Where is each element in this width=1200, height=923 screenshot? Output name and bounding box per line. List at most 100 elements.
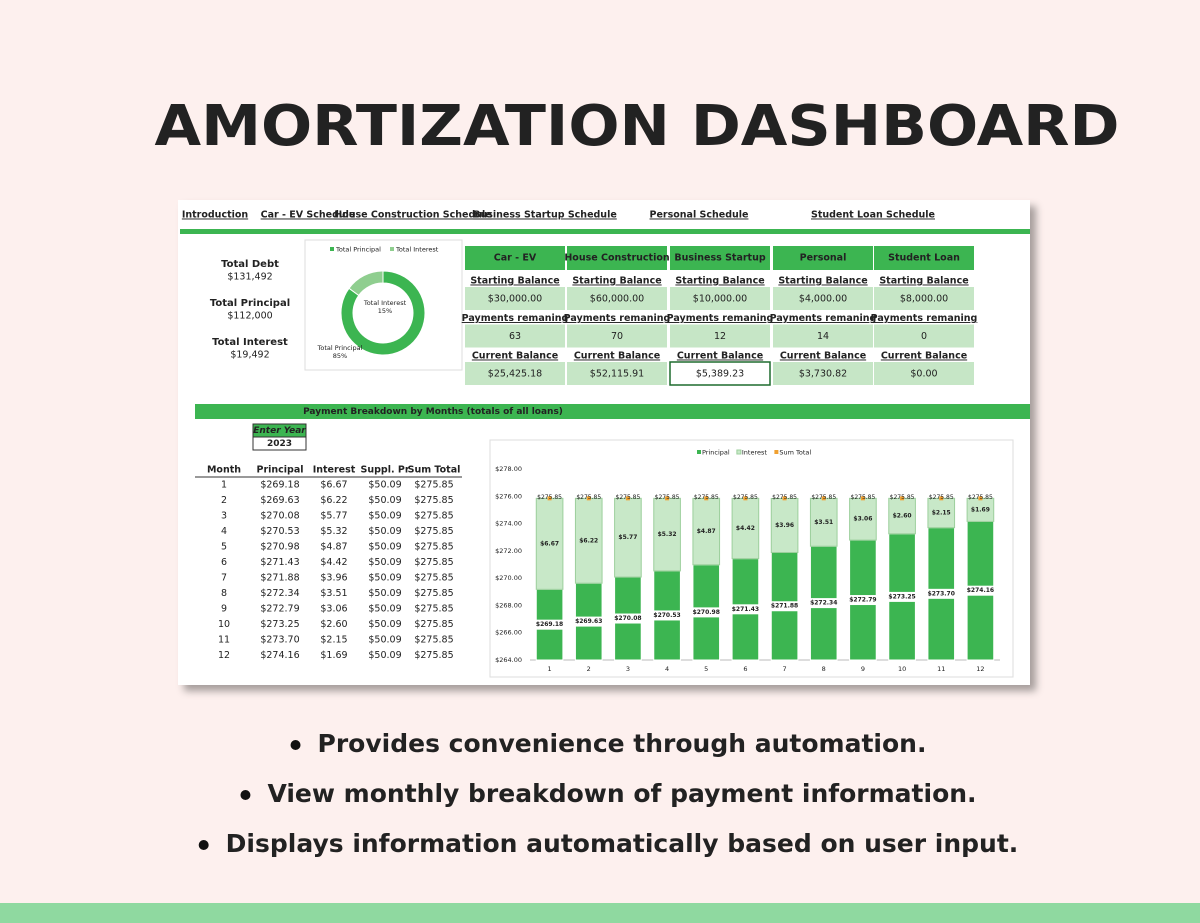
nav-link[interactable]: House Construction Schedule	[334, 210, 492, 221]
loan-field-label: Payments remaning	[462, 313, 569, 324]
loan-name: House Construction	[564, 253, 670, 264]
bar-label: $6.22	[579, 537, 598, 544]
bar-label-bg	[535, 619, 564, 630]
table-cell: $50.09	[368, 511, 401, 522]
table-cell: $6.22	[320, 495, 347, 506]
bar-segment	[692, 497, 721, 566]
table-cell: $272.34	[260, 588, 299, 599]
sum-marker	[900, 496, 905, 501]
table-cell: $50.09	[368, 480, 401, 491]
bar-label: $273.25	[888, 593, 915, 600]
table-cell: $275.85	[414, 588, 453, 599]
legend-swatch	[736, 449, 742, 455]
bar-label: $4.87	[697, 528, 716, 535]
table-cell: $271.88	[260, 573, 299, 584]
bullet-dot	[198, 840, 209, 850]
table-header: Interest	[313, 465, 356, 476]
loan-header	[465, 246, 565, 270]
y-tick-label: $278.00	[495, 465, 522, 473]
loan-field-box	[874, 287, 974, 310]
table-cell: 6	[221, 557, 227, 568]
table-cell: 1	[221, 480, 227, 491]
table-cell: 7	[221, 573, 227, 584]
loan-field-label: Current Balance	[881, 351, 967, 362]
loan-header	[773, 246, 873, 270]
loan-field-label: Starting Balance	[778, 276, 867, 287]
nav-link[interactable]: Introduction	[182, 210, 249, 221]
sum-label: $275.85	[929, 494, 954, 501]
loan-field-box	[567, 287, 667, 310]
loan-name: Business Startup	[674, 253, 766, 264]
table-cell: $275.85	[414, 480, 453, 491]
table-cell: $270.08	[260, 511, 299, 522]
bar-label: $1.69	[971, 506, 990, 513]
sum-marker	[665, 496, 670, 501]
bar-segment	[535, 497, 564, 590]
year-input[interactable]	[252, 436, 307, 451]
table-cell: $1.69	[320, 650, 347, 661]
legend-label: Interest	[742, 449, 767, 457]
donut-percent: 15%	[378, 307, 392, 315]
x-tick-label: 8	[822, 665, 826, 673]
table-cell: 8	[221, 588, 227, 599]
bar-segment	[849, 497, 877, 541]
sum-label: $275.85	[616, 494, 641, 501]
sum-label: $275.85	[851, 494, 876, 501]
page-title: AMORTIZATION DASHBOARD	[155, 94, 1120, 159]
table-header: Principal	[256, 465, 303, 476]
bar-label-bg	[770, 601, 799, 612]
sum-marker	[939, 496, 944, 501]
table-cell: $50.09	[368, 619, 401, 630]
donut-label: Total Interest	[363, 299, 407, 307]
loan-field-value: 63	[509, 331, 521, 342]
nav-link[interactable]: Business Startup Schedule	[473, 210, 617, 221]
y-tick-label: $270.00	[495, 574, 522, 582]
table-cell: $3.51	[320, 588, 347, 599]
bar-label: $6.67	[540, 540, 559, 547]
table-cell: $275.85	[414, 495, 453, 506]
nav-link[interactable]: Personal Schedule	[650, 210, 749, 221]
bar-label-bg	[731, 604, 760, 615]
table-cell: $5.77	[320, 511, 347, 522]
loan-field-label: Current Balance	[677, 351, 763, 362]
loan-field-value: $30,000.00	[488, 294, 542, 305]
sum-marker	[860, 496, 865, 501]
bullet-dot	[290, 740, 301, 750]
legend-label: Sum Total	[779, 449, 811, 457]
loan-field-value: $60,000.00	[590, 294, 644, 305]
table-cell: $50.09	[368, 557, 401, 568]
bar-label: $270.98	[693, 609, 720, 616]
year-value: 2023	[267, 439, 292, 449]
sum-marker	[704, 496, 709, 501]
table-cell: $275.85	[414, 650, 453, 661]
bar-label: $2.15	[932, 509, 951, 516]
donut-slice	[348, 270, 384, 297]
bullet-dot	[240, 790, 251, 800]
x-tick-label: 5	[704, 665, 708, 673]
bar-label: $3.51	[814, 519, 833, 526]
bar-label-bg	[692, 607, 721, 618]
table-cell: $275.85	[414, 619, 453, 630]
summary-label: Total Debt	[221, 259, 279, 270]
nav-link[interactable]: Student Loan Schedule	[811, 210, 935, 221]
table-cell: $50.09	[368, 495, 401, 506]
loan-field-value: $52,115.91	[590, 369, 644, 380]
loan-field-box	[773, 362, 873, 385]
bar-segment	[574, 497, 603, 584]
table-cell: $270.98	[260, 542, 299, 553]
table-header: Suppl. Pr	[360, 465, 409, 476]
loan-field-label: Starting Balance	[879, 276, 968, 287]
bar-segment	[809, 497, 838, 547]
bar-label-bg	[966, 585, 995, 596]
bar-label: $269.63	[575, 618, 602, 625]
loan-field-label: Current Balance	[780, 351, 866, 362]
legend-swatch	[774, 450, 779, 454]
bar-segment	[653, 497, 681, 572]
sum-label: $275.85	[772, 494, 797, 501]
sum-label: $275.85	[890, 494, 915, 501]
sum-marker	[743, 496, 748, 501]
nav-link[interactable]: Car - EV Schedule	[261, 210, 356, 221]
table-cell: 9	[221, 604, 227, 615]
loan-field-value: $8,000.00	[900, 294, 948, 305]
loan-field-label: Payments remaning	[667, 313, 774, 324]
